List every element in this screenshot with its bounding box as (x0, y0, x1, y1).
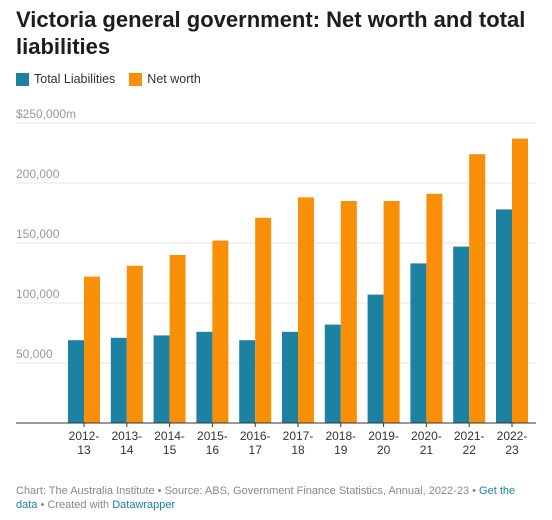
y-tick-label: $250,000m (16, 107, 76, 121)
x-tick-label: 13 (77, 443, 91, 457)
bar-total-liabilities (324, 324, 341, 423)
x-tick-label: 20 (377, 443, 391, 457)
legend-swatch-net-worth (129, 72, 143, 86)
legend-label-liabilities: Total Liabilities (34, 72, 116, 86)
x-tick-label: 2015- (197, 429, 228, 443)
y-tick-label: 50,000 (16, 347, 53, 361)
footer-source: • Source: ABS, Government Finance Statis… (157, 485, 476, 497)
footer-chart-credit: Chart: The Australia Institute (16, 485, 155, 497)
legend-item-net-worth: Net worth (129, 72, 201, 86)
bar-total-liabilities (367, 294, 384, 423)
bar-total-liabilities (282, 331, 298, 423)
datawrapper-link[interactable]: Datawrapper (112, 498, 176, 511)
bar-total-liabilities (196, 331, 213, 423)
legend-label-net-worth: Net worth (147, 72, 201, 86)
x-tick-label: 2021- (454, 429, 485, 443)
x-tick-label: 17 (249, 443, 263, 457)
chart-legend: Total Liabilities Net worth (16, 72, 215, 86)
x-tick-label: 2018- (325, 429, 356, 443)
bar-total-liabilities (239, 340, 256, 423)
bar-net-worth (212, 240, 229, 423)
bar-chart: 50,000 100,000 150,000 200,000 $250,000m 2012… (16, 107, 536, 457)
bar-net-worth (84, 276, 100, 423)
bar-net-worth (512, 138, 528, 423)
x-tick-label: 2012- (69, 429, 100, 443)
x-tick-label: 2013- (111, 429, 142, 443)
bar-net-worth (426, 193, 443, 423)
x-tick-label: 19 (334, 443, 348, 457)
x-tick-label: 15 (163, 443, 177, 457)
x-tick-label: 2020- (411, 429, 442, 443)
bar-total-liabilities (453, 246, 470, 423)
x-tick-label: 2019- (368, 429, 399, 443)
x-tick-label: 2022- (497, 429, 528, 443)
bar-net-worth (383, 201, 400, 423)
legend-swatch-liabilities (16, 72, 29, 86)
bar-total-liabilities (68, 340, 84, 423)
legend-item-liabilities: Total Liabilities (16, 72, 115, 86)
x-tick-label: 16 (206, 443, 220, 457)
bar-total-liabilities (410, 263, 427, 423)
bar-net-worth (469, 154, 486, 423)
bar-net-worth (298, 197, 314, 423)
bar-net-worth (255, 217, 272, 423)
bar-total-liabilities (110, 337, 127, 423)
footer-created-with: • Created with (40, 498, 110, 511)
x-tick-label: 2014- (154, 429, 185, 443)
bar-net-worth (340, 201, 357, 423)
x-tick-label: 2016- (240, 429, 271, 443)
x-tick-label: 2017- (283, 429, 314, 443)
x-tick-label: 23 (505, 443, 519, 457)
bar-net-worth (169, 255, 186, 423)
x-tick-label: 14 (120, 443, 134, 457)
x-tick-label: 22 (463, 443, 477, 457)
x-tick-label: 18 (291, 443, 305, 457)
bar-net-worth (126, 265, 143, 423)
y-tick-label: 150,000 (16, 227, 60, 241)
chart-footer: Chart: The Australia Institute • Source:… (16, 485, 536, 512)
y-tick-label: 200,000 (16, 167, 60, 181)
bar-total-liabilities (153, 335, 170, 423)
chart-title: Victoria general government: Net worth a… (16, 7, 526, 59)
x-tick-label: 21 (420, 443, 434, 457)
get-the-data-link[interactable]: Get the data (16, 485, 516, 511)
bar-total-liabilities (496, 209, 512, 423)
y-tick-label: 100,000 (16, 287, 60, 301)
